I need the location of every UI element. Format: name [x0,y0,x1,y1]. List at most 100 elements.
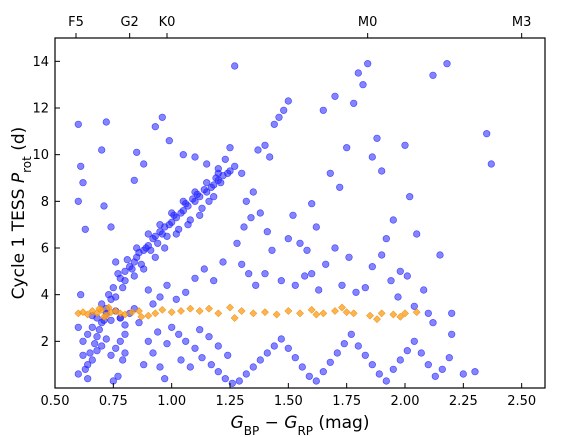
data-point [401,141,409,149]
data-point [284,344,292,352]
data-point [352,288,360,296]
y-tick-label: 10 [32,148,49,163]
data-point [368,361,376,369]
data-point [275,113,283,121]
x-tick-label: 0.50 [41,394,70,409]
data-point [326,169,334,177]
data-point [312,223,320,231]
data-point [394,293,402,301]
data-point [112,344,120,352]
highlight-point [226,303,234,312]
data-point [420,286,428,294]
highlight-point [128,308,136,317]
data-point [221,155,229,163]
data-point [354,342,362,350]
data-point [210,193,218,201]
data-point [130,176,138,184]
highlight-point [307,305,316,314]
data-point [322,260,330,268]
data-point [242,197,250,205]
highlight-point [144,311,153,320]
data-point [221,375,229,383]
data-point [410,337,418,345]
data-point [368,263,376,271]
data-point [203,179,211,187]
data-point [471,368,479,376]
data-point [340,340,348,348]
data-point [133,244,141,252]
data-point [417,349,425,357]
data-point [338,281,346,289]
data-point [217,179,225,187]
data-point [231,62,239,70]
highlight-point [249,309,258,318]
highlight-point [205,304,213,313]
data-point [231,162,239,170]
data-point [156,221,164,229]
data-point [487,160,495,168]
data-point [84,375,92,383]
data-point [238,260,246,268]
highlight-point [137,312,146,321]
data-point [312,377,320,385]
data-point [81,225,89,233]
data-point [284,235,292,243]
data-point [203,160,211,168]
highlight-point [177,307,185,315]
highlight-point [79,308,87,317]
data-point [359,81,367,89]
spectral-type-label: M3 [512,15,532,30]
data-point [121,267,129,275]
plot-frame [54,37,546,389]
data-point [331,92,339,100]
data-point [431,372,439,380]
highlight-point [158,305,167,314]
data-point [149,300,157,308]
highlight-point [151,309,160,318]
data-point [198,204,206,212]
data-point [191,153,199,161]
data-point [144,286,152,294]
data-point [149,349,157,357]
y-tick-label: 6 [41,242,49,257]
data-point [172,230,180,238]
data-point [347,330,355,338]
data-point [263,228,271,236]
data-point [298,363,306,371]
data-point [296,239,304,247]
highlight-point [95,304,104,313]
data-point [305,372,313,380]
data-point [156,293,164,301]
data-point [98,146,106,154]
data-point [114,270,122,278]
data-point [354,69,362,77]
data-point [123,256,131,264]
data-point [247,214,255,222]
data-point [245,270,253,278]
data-point [182,337,190,345]
data-point [88,356,96,364]
data-point [210,277,218,285]
data-point [429,71,437,79]
data-point [345,253,353,261]
data-point [107,223,115,231]
data-point [483,130,491,138]
data-point [158,113,166,121]
data-point [121,277,129,285]
data-point [91,340,99,348]
highlight-point [401,309,409,318]
data-point [119,356,127,364]
highlight-point [342,308,351,317]
highlight-point [396,312,405,321]
data-point [200,265,208,273]
data-point [319,106,327,114]
data-point [109,284,117,292]
data-point [147,246,155,254]
data-point [165,137,173,145]
data-point [277,277,285,285]
data-point [88,323,96,331]
x-tick-label: 1.75 [332,394,361,409]
data-point [256,356,264,364]
data-point [165,221,173,229]
data-point [459,370,467,378]
